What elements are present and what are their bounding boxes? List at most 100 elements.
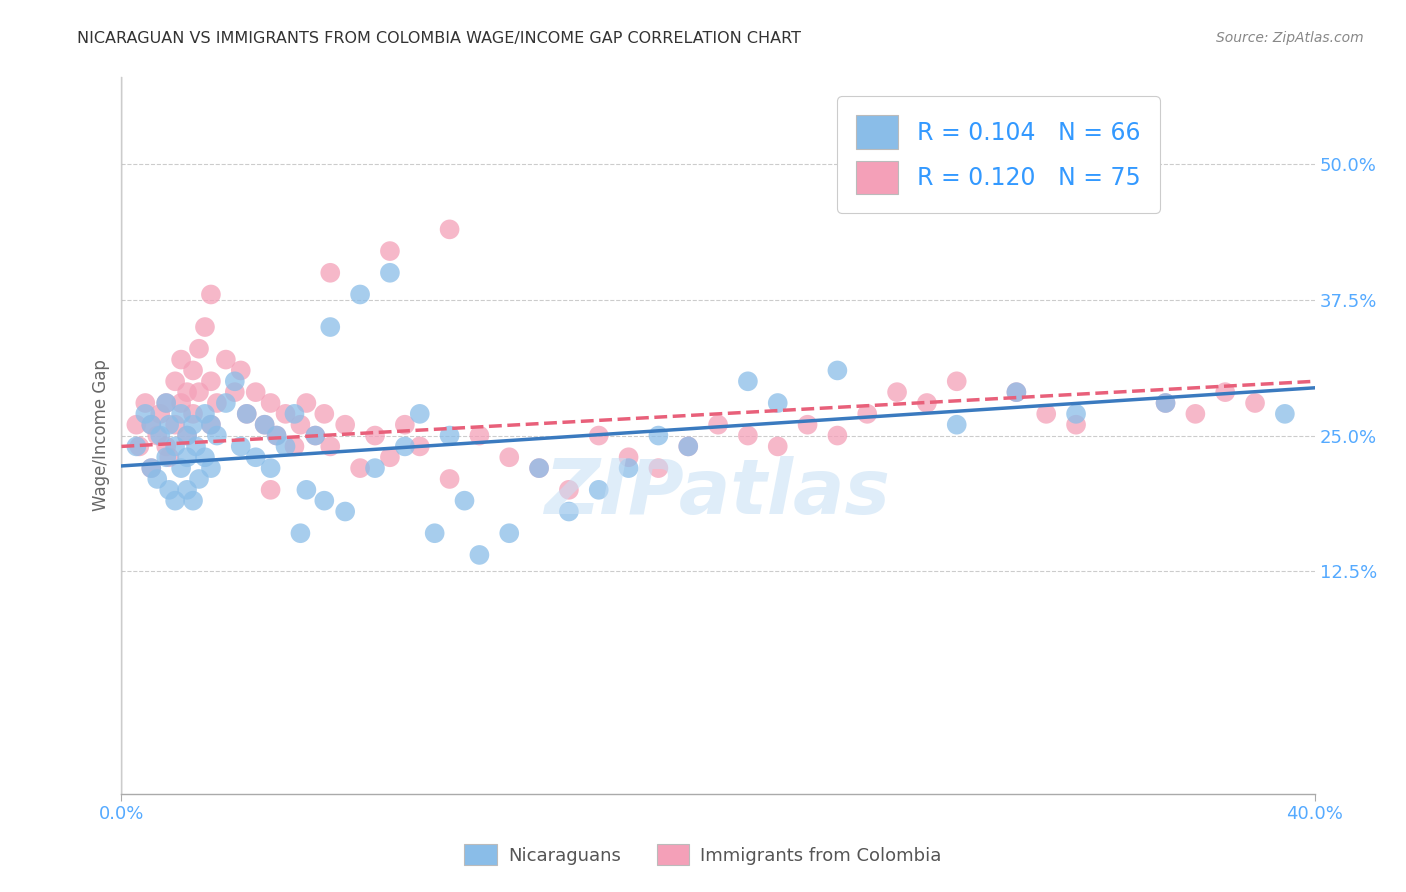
Point <box>527 461 550 475</box>
Point <box>468 548 491 562</box>
Point <box>737 374 759 388</box>
Point <box>134 396 156 410</box>
Point <box>253 417 276 432</box>
Point <box>647 461 669 475</box>
Point <box>766 396 789 410</box>
Point <box>378 244 401 258</box>
Point <box>245 385 267 400</box>
Point <box>527 461 550 475</box>
Point <box>141 461 163 475</box>
Point <box>827 428 849 442</box>
Text: ZIPatlas: ZIPatlas <box>546 456 891 530</box>
Point <box>707 417 730 432</box>
Point <box>176 385 198 400</box>
Text: Source: ZipAtlas.com: Source: ZipAtlas.com <box>1216 31 1364 45</box>
Point <box>215 396 238 410</box>
Point <box>181 493 204 508</box>
Point <box>200 417 222 432</box>
Point <box>588 428 610 442</box>
Point <box>215 352 238 367</box>
Point <box>224 385 246 400</box>
Point <box>188 342 211 356</box>
Point <box>1035 407 1057 421</box>
Point <box>766 439 789 453</box>
Point <box>125 417 148 432</box>
Point <box>157 483 180 497</box>
Point <box>1274 407 1296 421</box>
Point <box>1244 396 1267 410</box>
Point <box>165 493 187 508</box>
Point <box>349 287 371 301</box>
Point <box>1184 407 1206 421</box>
Point <box>194 450 217 465</box>
Point <box>157 417 180 432</box>
Point <box>558 483 581 497</box>
Point <box>304 428 326 442</box>
Point <box>200 287 222 301</box>
Point <box>314 493 336 508</box>
Point <box>181 407 204 421</box>
Point <box>498 450 520 465</box>
Point <box>647 428 669 442</box>
Point <box>335 504 357 518</box>
Point <box>678 439 700 453</box>
Point <box>235 407 257 421</box>
Point <box>274 439 297 453</box>
Point <box>165 439 187 453</box>
Point <box>1005 385 1028 400</box>
Legend: Nicaraguans, Immigrants from Colombia: Nicaraguans, Immigrants from Colombia <box>457 837 949 872</box>
Point <box>141 417 163 432</box>
Point <box>170 396 193 410</box>
Point <box>290 526 312 541</box>
Point <box>394 439 416 453</box>
Point <box>188 385 211 400</box>
Point <box>1064 417 1087 432</box>
Point <box>283 439 305 453</box>
Point <box>319 320 342 334</box>
Point <box>165 374 187 388</box>
Point <box>188 472 211 486</box>
Point <box>319 266 342 280</box>
Point <box>259 396 281 410</box>
Point <box>200 417 222 432</box>
Point <box>856 407 879 421</box>
Point <box>1064 407 1087 421</box>
Point <box>349 461 371 475</box>
Point <box>439 222 461 236</box>
Point <box>378 450 401 465</box>
Point <box>453 493 475 508</box>
Point <box>364 428 387 442</box>
Point <box>235 407 257 421</box>
Point <box>245 450 267 465</box>
Point <box>149 428 172 442</box>
Point <box>737 428 759 442</box>
Y-axis label: Wage/Income Gap: Wage/Income Gap <box>93 359 110 511</box>
Point <box>134 407 156 421</box>
Point <box>155 450 177 465</box>
Point <box>155 396 177 410</box>
Legend: R = 0.104   N = 66, R = 0.120   N = 75: R = 0.104 N = 66, R = 0.120 N = 75 <box>837 96 1160 213</box>
Point <box>205 428 228 442</box>
Point <box>170 461 193 475</box>
Point <box>1213 385 1236 400</box>
Point <box>165 417 187 432</box>
Point <box>319 439 342 453</box>
Point <box>266 428 288 442</box>
Point <box>409 439 432 453</box>
Point <box>295 396 318 410</box>
Point <box>146 472 169 486</box>
Point <box>253 417 276 432</box>
Point <box>176 450 198 465</box>
Text: NICARAGUAN VS IMMIGRANTS FROM COLOMBIA WAGE/INCOME GAP CORRELATION CHART: NICARAGUAN VS IMMIGRANTS FROM COLOMBIA W… <box>77 31 801 46</box>
Point <box>184 439 207 453</box>
Point <box>498 526 520 541</box>
Point <box>155 396 177 410</box>
Point <box>141 461 163 475</box>
Point <box>796 417 818 432</box>
Point <box>409 407 432 421</box>
Point <box>617 461 640 475</box>
Point <box>146 428 169 442</box>
Point <box>1154 396 1177 410</box>
Point <box>283 407 305 421</box>
Point <box>915 396 938 410</box>
